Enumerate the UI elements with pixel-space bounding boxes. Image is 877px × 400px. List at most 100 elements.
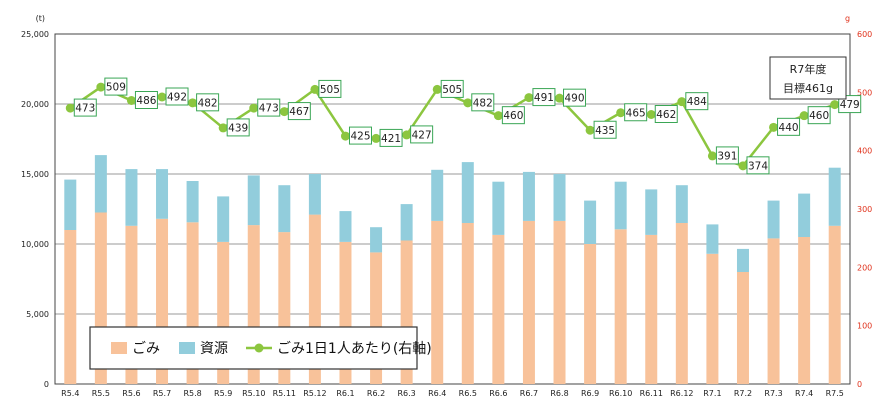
data-label-text: 490 <box>564 93 584 105</box>
data-label: 482 <box>471 93 495 112</box>
data-label-text: 473 <box>75 103 95 115</box>
bar-shigen <box>706 224 719 254</box>
x-tick-label: R6.8 <box>550 389 568 398</box>
target-line2: 目標461g <box>783 81 833 95</box>
line-point <box>524 93 534 103</box>
bar-shigen <box>645 189 658 235</box>
right-tick-label: 200 <box>857 263 872 272</box>
legend-swatch-gomi <box>111 342 127 354</box>
data-label: 467 <box>287 102 311 121</box>
bar-shigen <box>675 185 688 223</box>
data-label-text: 391 <box>717 150 737 162</box>
data-label: 460 <box>807 106 831 125</box>
x-tick-label: R6.10 <box>609 389 632 398</box>
x-tick-label: R6.1 <box>336 389 354 398</box>
line-point <box>738 161 748 171</box>
bar-shigen <box>767 200 780 239</box>
data-label-text: 486 <box>136 95 156 107</box>
data-label: 421 <box>379 128 403 147</box>
left-tick-label: 20,000 <box>21 100 49 109</box>
x-axis-ticks: R5.4 R5.5 R5.6 R5.7 R5.8 R5.9 R5.10 R5.11 R5.12 R… <box>61 389 844 398</box>
x-tick-label: R6.6 <box>489 389 507 398</box>
data-label-box <box>318 79 342 98</box>
data-label-box <box>624 103 648 122</box>
bar-shigen <box>431 169 444 221</box>
right-tick-label: 600 <box>857 30 872 39</box>
legend: ごみ 資源 ごみ1日1人あたり(右軸) <box>89 326 432 370</box>
bar-shigen <box>461 162 474 223</box>
data-label-text: 484 <box>687 96 707 108</box>
data-label: 465 <box>624 103 648 122</box>
bar-shigen <box>308 174 321 215</box>
line-point <box>279 107 289 117</box>
data-labels: 473 509 486 492 482 439 473 467 505 425 421 427 505 4… <box>73 77 862 175</box>
line-point <box>218 123 228 133</box>
bar-gomi <box>614 229 627 384</box>
bar-shigen <box>370 227 383 253</box>
line-point <box>616 108 626 118</box>
left-tick-label: 15,000 <box>21 170 49 179</box>
x-tick-label: R7.1 <box>703 389 721 398</box>
line-point <box>769 122 779 132</box>
x-tick-label: R6.3 <box>397 389 415 398</box>
bar-shigen <box>156 169 169 219</box>
bar-shigen <box>125 169 138 226</box>
line-point <box>707 151 717 161</box>
bar-gomi <box>431 220 444 384</box>
data-label-box <box>807 106 831 125</box>
bar-shigen <box>339 211 352 242</box>
data-label-text: 427 <box>412 129 432 141</box>
bar-gomi <box>798 237 811 384</box>
left-tick-label: 0 <box>44 380 49 389</box>
data-label-box <box>226 118 250 137</box>
data-label-text: 479 <box>840 99 860 111</box>
data-label-text: 425 <box>350 131 370 143</box>
data-label: 473 <box>73 98 97 117</box>
bar-shigen <box>736 248 749 272</box>
bar-shigen <box>798 193 811 237</box>
line-point <box>65 103 75 113</box>
data-label-box <box>685 92 709 111</box>
line-point <box>463 98 473 108</box>
data-label: 473 <box>257 98 281 117</box>
data-label-text: 421 <box>381 133 401 145</box>
data-label-box <box>777 117 801 136</box>
x-tick-label: R5.8 <box>183 389 201 398</box>
line-point <box>799 111 809 121</box>
data-label: 374 <box>746 156 770 175</box>
x-tick-label: R6.12 <box>670 389 693 398</box>
data-label-box <box>410 125 434 144</box>
data-label: 492 <box>165 87 189 106</box>
data-label-text: 439 <box>228 122 248 134</box>
bar-gomi <box>553 220 566 384</box>
bar-gomi <box>584 244 597 384</box>
data-label-box <box>348 126 372 145</box>
data-label: 482 <box>196 93 220 112</box>
x-tick-label: R7.2 <box>734 389 752 398</box>
bar-shigen <box>584 200 597 244</box>
line-point <box>646 110 656 119</box>
left-axis-ticks: 0 5,000 10,000 15,000 20,000 25,000 <box>21 30 49 389</box>
x-tick-label: R5.4 <box>61 389 79 398</box>
bar-gomi <box>675 223 688 384</box>
x-tick-label: R7.3 <box>764 389 782 398</box>
data-label: 460 <box>501 106 525 125</box>
data-label-text: 460 <box>809 110 829 122</box>
right-axis-ticks: 0 100 200 300 400 500 600 <box>857 30 872 389</box>
data-label-box <box>838 95 862 114</box>
data-label-text: 491 <box>534 92 554 104</box>
line-point <box>371 133 381 143</box>
right-tick-label: 500 <box>857 88 872 97</box>
data-label-box <box>257 98 281 117</box>
data-label-text: 462 <box>656 109 676 121</box>
bar-shigen <box>186 181 199 223</box>
data-label-text: 440 <box>779 122 799 134</box>
data-label-box <box>471 93 495 112</box>
bar-shigen <box>492 181 505 235</box>
data-label-text: 460 <box>503 110 523 122</box>
data-label-box <box>593 120 617 139</box>
bar-shigen <box>217 196 230 242</box>
data-label-box <box>563 88 587 107</box>
x-tick-label: R6.9 <box>581 389 599 398</box>
